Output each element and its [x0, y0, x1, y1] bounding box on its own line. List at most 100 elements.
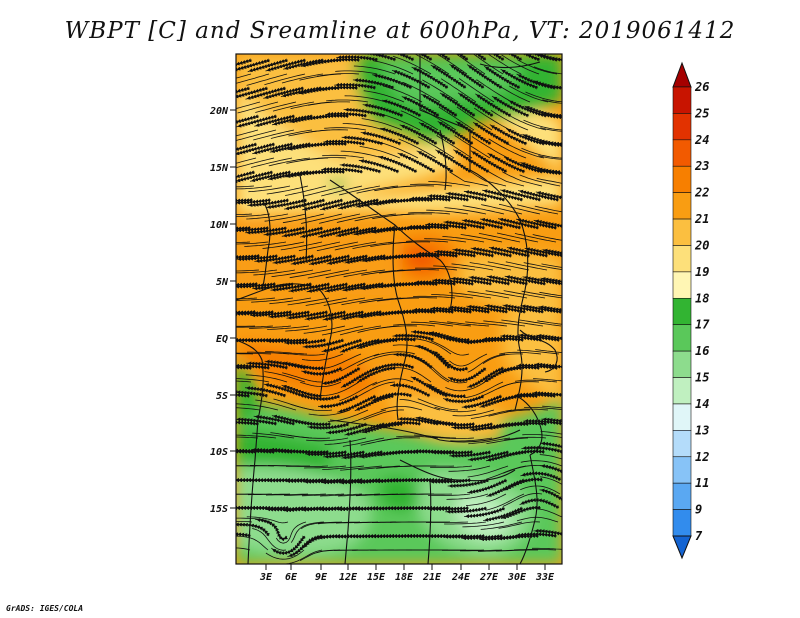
streamline [414, 434, 457, 439]
colorbar-segment [672, 377, 692, 405]
streamline [339, 325, 382, 336]
streamline [236, 547, 251, 551]
colorbar-segment [672, 297, 692, 326]
colorbar-segment [672, 165, 692, 193]
streamline [236, 157, 275, 169]
streamline [470, 409, 513, 419]
streamline [540, 277, 562, 286]
credit-text: GrADS: IGES/COLA [6, 604, 84, 613]
streamline [536, 177, 562, 184]
longitude-axis: 3E 6E 9E 12E 15E 18E 21E 24E 27E 30E 33E [259, 564, 555, 583]
streamline [426, 521, 469, 523]
lon-tick-label: 27E [479, 572, 499, 583]
streamline [503, 464, 545, 474]
streamline [501, 319, 544, 327]
streamline [246, 213, 289, 220]
lat-tick-label: 5N [216, 277, 229, 288]
streamline [237, 101, 279, 114]
streamline [358, 465, 401, 471]
streamline [268, 157, 311, 167]
streamline [285, 325, 328, 332]
streamline [236, 520, 253, 523]
streamline [236, 310, 257, 315]
streamline [236, 436, 259, 439]
streamline [303, 325, 346, 334]
streamline [432, 436, 475, 439]
streamline [451, 263, 494, 271]
streamline [285, 185, 327, 196]
streamline [447, 321, 490, 327]
colorbar-segment [672, 324, 692, 352]
streamline [341, 297, 384, 306]
streamline [326, 99, 369, 103]
streamline [236, 129, 259, 137]
streamline [359, 297, 402, 304]
colorbar-label: 7 [695, 529, 703, 543]
colorbar-segment [672, 430, 692, 458]
streamline [541, 263, 562, 268]
streamline [429, 320, 472, 327]
lon-tick-label: 9E [315, 572, 328, 583]
streamline [265, 493, 309, 496]
streamline [282, 372, 323, 383]
streamline [236, 403, 279, 411]
streamline [434, 406, 477, 413]
streamline [505, 261, 548, 271]
lon-tick-label: 15E [367, 572, 386, 583]
streamline [264, 73, 306, 86]
streamline [399, 399, 441, 411]
streamline [247, 493, 291, 496]
streamline [280, 241, 323, 251]
streamline [541, 112, 562, 120]
streamline [462, 521, 505, 528]
lat-tick-label: 15S [210, 504, 228, 515]
streamline [539, 291, 562, 297]
colorbar-label: 17 [695, 318, 710, 332]
streamline [496, 232, 539, 243]
streamline [236, 352, 272, 355]
streamline [506, 408, 549, 412]
colorbar-label: 18 [695, 291, 709, 305]
streamline [396, 269, 440, 272]
streamline [267, 465, 310, 467]
streamline [236, 241, 269, 245]
streamline [338, 493, 381, 497]
streamline [317, 73, 360, 77]
streamline [271, 269, 314, 277]
streamline [537, 320, 562, 325]
streamline [462, 205, 505, 215]
streamline [236, 297, 276, 301]
streamline [236, 325, 256, 327]
streamline [460, 549, 503, 552]
streamline [322, 154, 365, 159]
lon-tick-label: 33E [535, 572, 555, 583]
streamline [303, 185, 345, 197]
streamline [388, 241, 431, 245]
streamline [282, 213, 325, 224]
lat-tick-label: EQ [216, 334, 228, 345]
colorbar: 26 25 24 23 22 21 20 19 18 17 16 15 14 13 12 11 9 7 [672, 61, 710, 560]
streamline [444, 207, 487, 215]
streamline [354, 213, 397, 222]
streamline [307, 269, 350, 279]
streamline [539, 454, 562, 460]
streamline [359, 146, 401, 159]
streamline [442, 236, 485, 243]
streamline [523, 119, 562, 131]
streamline [322, 465, 365, 470]
streamline [236, 535, 269, 551]
boundaries [236, 54, 558, 564]
streamline [507, 114, 547, 131]
map-title: WBPT [C] and Sreamline at 600hPa, VT: 20… [64, 18, 736, 44]
colorbar-label: 15 [695, 371, 709, 385]
lat-tick-label: 5S [216, 391, 228, 402]
streamline [465, 321, 508, 327]
colorbar-label: 12 [695, 450, 709, 464]
streamline [352, 241, 395, 249]
streamline [513, 549, 557, 551]
streamline [523, 262, 562, 271]
streamline [424, 238, 467, 243]
streamline [532, 547, 562, 550]
streamline [253, 129, 295, 141]
